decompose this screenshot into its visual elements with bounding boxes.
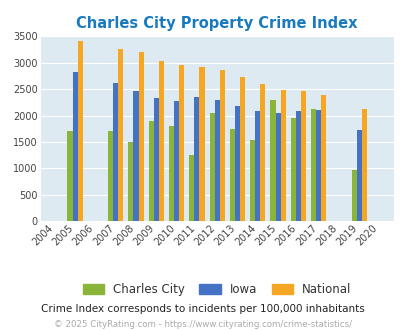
Bar	[356, 130, 361, 221]
Bar	[290, 118, 295, 221]
Bar	[320, 95, 326, 221]
Bar	[260, 84, 265, 221]
Bar	[270, 100, 275, 221]
Bar	[189, 155, 194, 221]
Bar	[255, 111, 260, 221]
Title: Charles City Property Crime Index: Charles City Property Crime Index	[76, 16, 357, 31]
Bar	[148, 121, 153, 221]
Bar	[351, 170, 356, 221]
Bar	[315, 110, 320, 221]
Bar	[275, 114, 280, 221]
Bar	[113, 83, 118, 221]
Bar	[219, 70, 224, 221]
Bar	[108, 131, 113, 221]
Bar	[194, 97, 199, 221]
Bar	[214, 100, 219, 221]
Bar	[158, 61, 164, 221]
Bar	[77, 41, 83, 221]
Bar	[234, 106, 239, 221]
Bar	[361, 109, 366, 221]
Bar	[174, 101, 179, 221]
Bar	[133, 91, 138, 221]
Bar	[67, 131, 72, 221]
Bar	[239, 78, 245, 221]
Bar	[118, 49, 123, 221]
Bar	[128, 142, 133, 221]
Bar	[199, 67, 204, 221]
Text: © 2025 CityRating.com - https://www.cityrating.com/crime-statistics/: © 2025 CityRating.com - https://www.city…	[54, 320, 351, 329]
Bar	[153, 98, 158, 221]
Bar	[229, 129, 234, 221]
Bar	[209, 113, 214, 221]
Bar	[280, 90, 285, 221]
Bar	[72, 72, 77, 221]
Bar	[310, 109, 315, 221]
Bar	[138, 51, 143, 221]
Bar	[168, 126, 174, 221]
Bar	[295, 111, 300, 221]
Bar	[179, 65, 184, 221]
Bar	[249, 140, 255, 221]
Legend: Charles City, Iowa, National: Charles City, Iowa, National	[79, 280, 354, 300]
Text: Crime Index corresponds to incidents per 100,000 inhabitants: Crime Index corresponds to incidents per…	[41, 304, 364, 314]
Bar	[300, 91, 305, 221]
